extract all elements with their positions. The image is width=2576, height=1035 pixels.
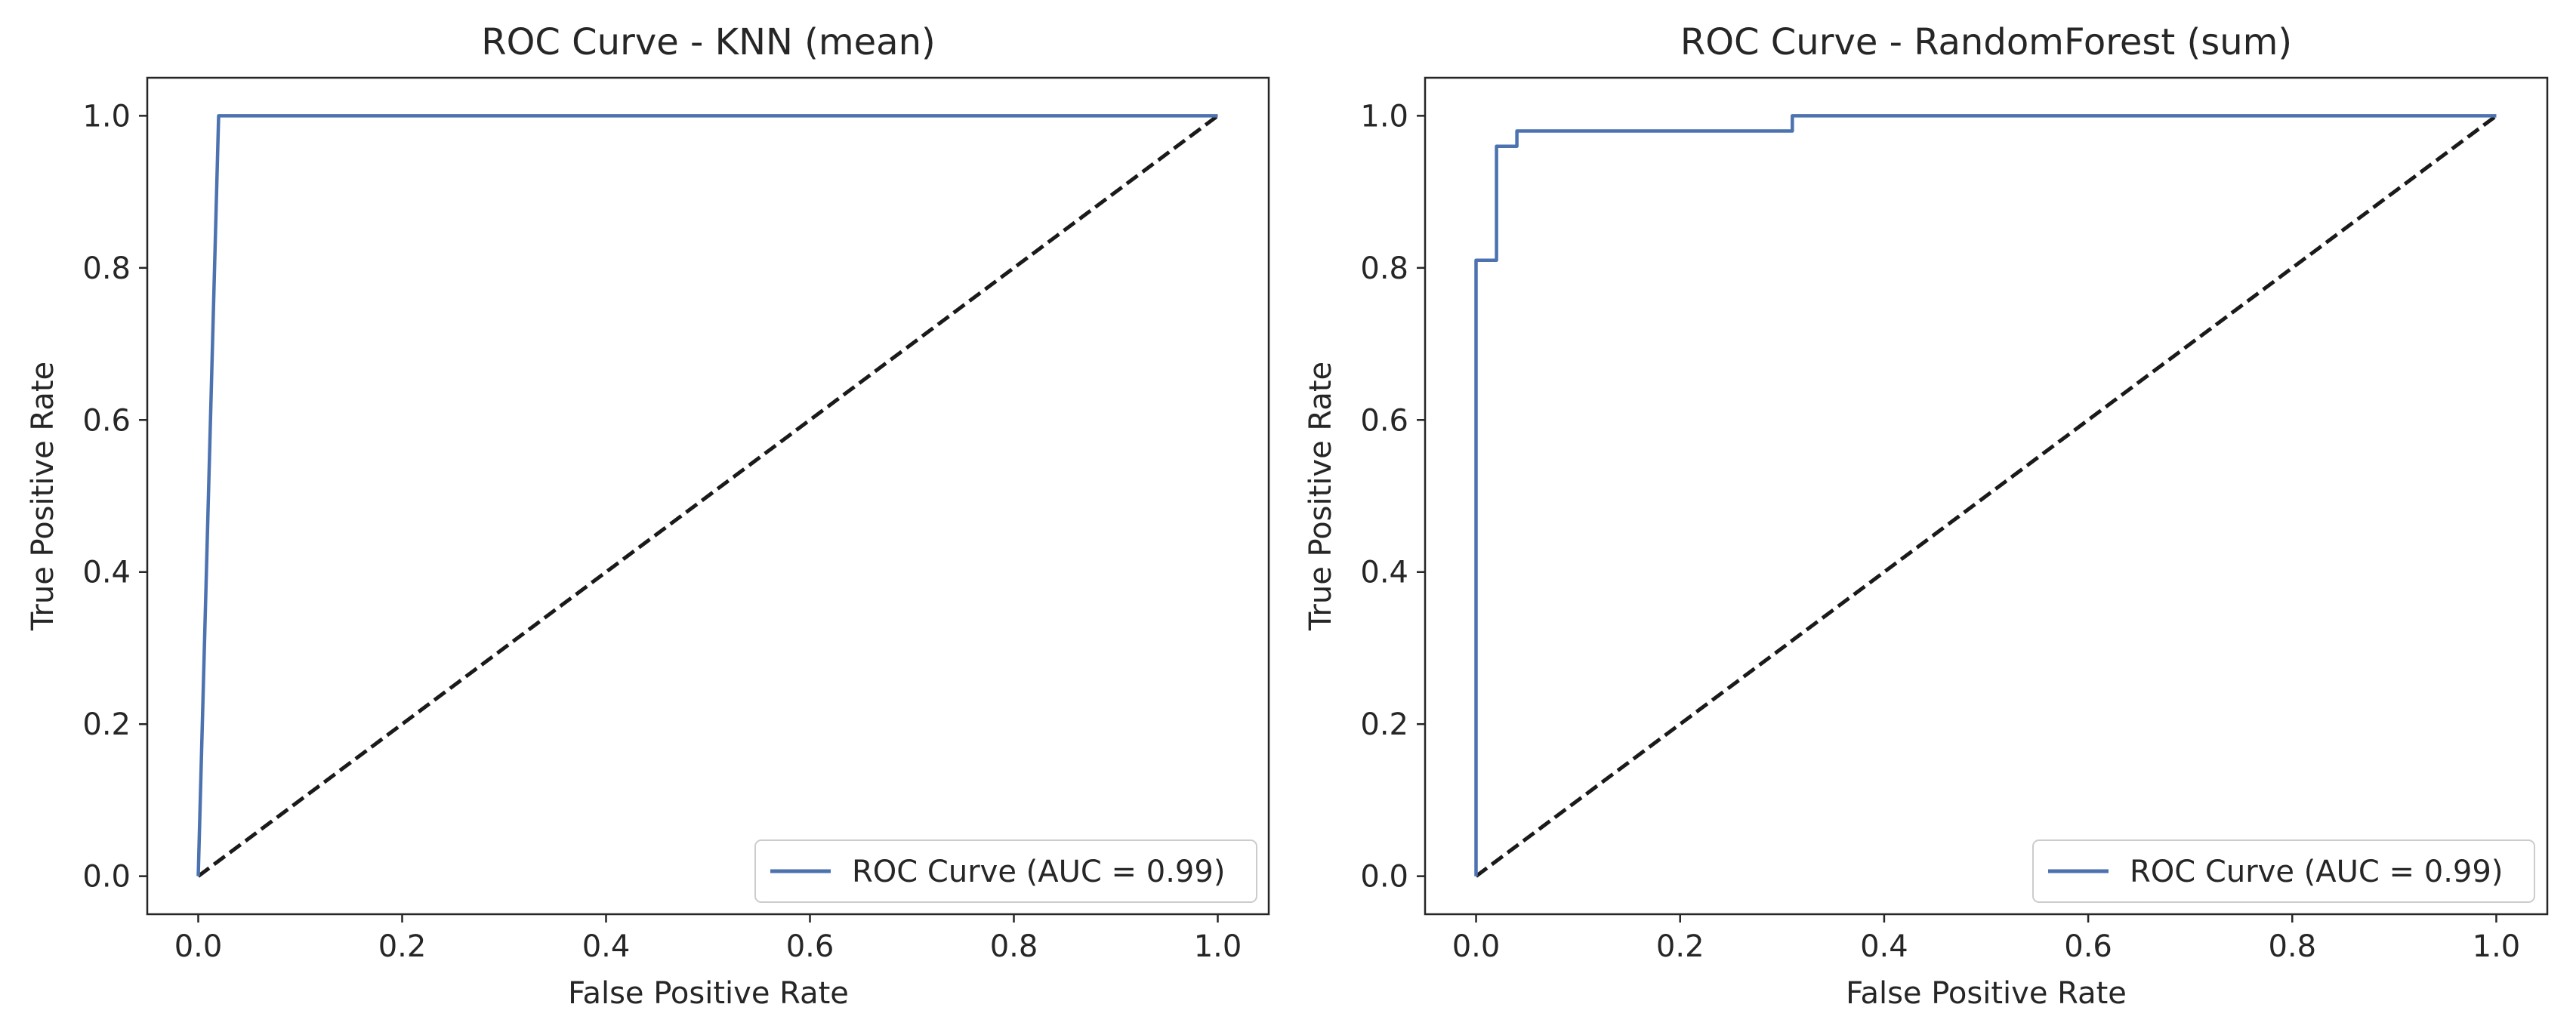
x-axis-label: False Positive Rate [1846, 976, 2127, 1011]
chart-title: ROC Curve - KNN (mean) [481, 21, 935, 63]
chart-panel-knn: ROC Curve - KNN (mean) 0.0 0.2 0.4 0.6 0.8 1.… [26, 21, 1270, 1011]
roc-curve-line [1474, 114, 2497, 876]
y-axis-label: True Positive Rate [26, 362, 60, 631]
legend-frame [754, 839, 1257, 903]
legend: ROC Curve (AUC = 0.99) [2032, 839, 2535, 903]
x-tick-label: 0.2 [378, 929, 427, 964]
legend-label: ROC Curve (AUC = 0.99) [2130, 855, 2503, 889]
x-tick-label: 0.6 [2064, 929, 2112, 964]
x-tick-label: 1.0 [2473, 929, 2521, 964]
chart-panel-randomforest: ROC Curve - RandomForest (sum) 0.0 0.2 0.4… [1303, 21, 2549, 1011]
y-axis-label: True Positive Rate [1303, 362, 1338, 631]
ticks: 0.0 0.2 0.4 0.6 0.8 1.0 0.0 0.2 0.4 0.6 0.8 1.0 [1360, 99, 2520, 964]
chart-title: ROC Curve - RandomForest (sum) [1680, 21, 2292, 63]
y-tick-label: 0.2 [82, 707, 131, 742]
plot-area [1474, 114, 2497, 878]
y-tick-label: 0.4 [1360, 556, 1408, 590]
y-tick-label: 0.2 [1360, 707, 1408, 742]
y-tick-label: 0.6 [1360, 403, 1408, 438]
x-tick-label: 0.2 [1656, 929, 1704, 964]
x-tick-label: 0.8 [990, 929, 1038, 964]
y-tick-label: 0.8 [82, 251, 131, 286]
y-tick-label: 1.0 [82, 99, 131, 134]
chance-line [197, 114, 1219, 878]
ticks: 0.0 0.2 0.4 0.6 0.8 1.0 0.0 0.2 0.4 0.6 0.8 1.0 [82, 99, 1242, 964]
y-tick-label: 0.8 [1360, 251, 1408, 286]
y-tick-label: 0.4 [82, 556, 131, 590]
x-tick-label: 0.0 [174, 929, 223, 964]
roc-curve-line [196, 114, 1218, 876]
x-axis-label: False Positive Rate [568, 976, 849, 1011]
y-tick-label: 1.0 [1360, 99, 1408, 134]
legend-label: ROC Curve (AUC = 0.99) [852, 855, 1225, 889]
y-tick-label: 0.0 [1360, 860, 1408, 895]
axes-frame [146, 76, 1270, 916]
legend: ROC Curve (AUC = 0.99) [754, 839, 1257, 903]
x-tick-label: 0.8 [2268, 929, 2316, 964]
chance-line [1475, 114, 2497, 878]
x-tick-label: 0.4 [582, 929, 631, 964]
x-tick-label: 0.0 [1452, 929, 1501, 964]
plot-area [196, 114, 1219, 878]
x-tick-label: 1.0 [1194, 929, 1242, 964]
y-tick-label: 0.0 [82, 860, 131, 895]
x-tick-label: 0.4 [1860, 929, 1908, 964]
x-tick-label: 0.6 [786, 929, 835, 964]
y-tick-label: 0.6 [82, 403, 131, 438]
legend-frame [2032, 839, 2535, 903]
axes-frame [1424, 76, 2549, 916]
